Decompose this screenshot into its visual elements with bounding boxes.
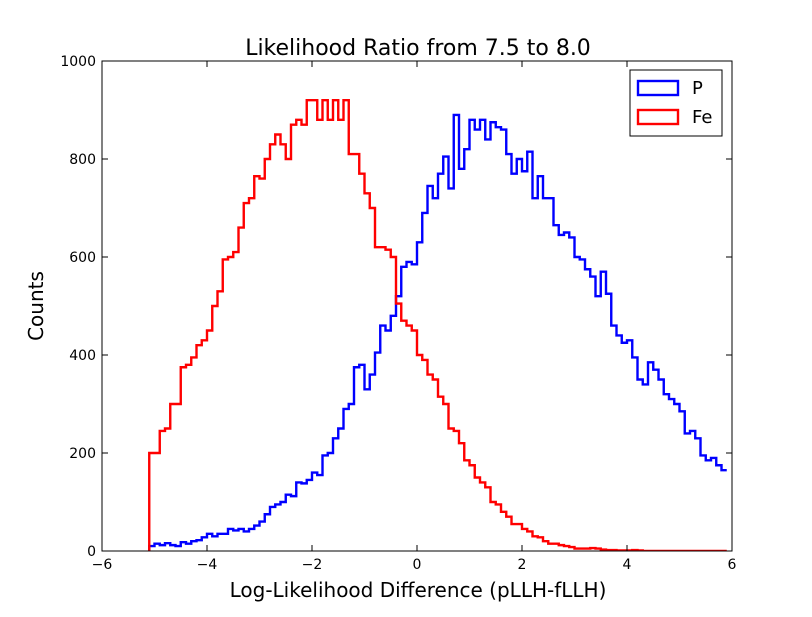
x-tick-label: −6 [92, 557, 113, 573]
x-tick-label: 2 [518, 557, 527, 573]
y-tick-label: 1000 [60, 54, 96, 70]
chart-title: Likelihood Ratio from 7.5 to 8.0 [245, 36, 591, 61]
y-tick-label: 800 [69, 152, 96, 168]
legend-swatch-fe [636, 108, 680, 126]
y-tick-label: 200 [69, 446, 96, 462]
x-axis-label: Log-Likelihood Difference (pLLH-fLLH) [230, 578, 607, 602]
y-tick-label: 600 [69, 250, 96, 266]
y-tick-label: 0 [87, 544, 96, 560]
plot-area [148, 99, 727, 551]
legend-swatch-p [636, 79, 680, 97]
series-line-fe [148, 99, 727, 551]
legend-label-p: P [692, 78, 703, 99]
plot-frame [101, 60, 733, 552]
axis-ticks: −6 −4 −2 0 2 4 6 0 200 400 600 800 1000 [60, 54, 736, 573]
x-tick-label: 6 [728, 557, 737, 573]
x-tick-label: 4 [623, 557, 632, 573]
y-tick-label: 400 [69, 348, 96, 364]
x-tick-label: 0 [413, 557, 422, 573]
legend: P Fe [629, 69, 723, 137]
x-tick-label: −2 [302, 557, 323, 573]
legend-label-fe: Fe [692, 107, 712, 128]
x-tick-label: −4 [197, 557, 218, 573]
series-line-p [148, 113, 727, 551]
y-axis-label: Counts [24, 271, 48, 341]
